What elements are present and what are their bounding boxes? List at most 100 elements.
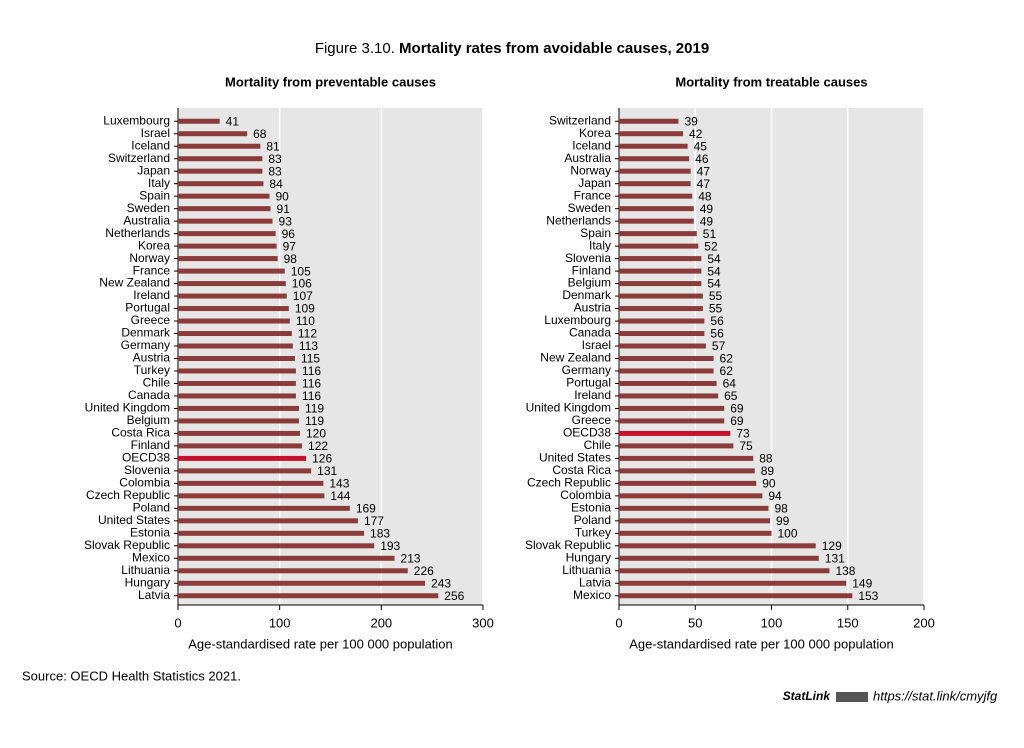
value-label: 129 [822, 539, 842, 553]
y-tick-label: Denmark [121, 326, 171, 340]
value-label: 65 [724, 389, 738, 403]
bar [619, 480, 757, 486]
y-tick-label: New Zealand [99, 276, 170, 290]
figure-label: Figure 3.10. [315, 40, 395, 57]
bar [619, 306, 703, 312]
y-tick-label: Turkey [134, 363, 170, 377]
bar [178, 593, 439, 599]
y-tick-label: Spain [139, 188, 170, 202]
bar [619, 143, 688, 149]
value-label: 93 [279, 214, 293, 228]
bar [178, 131, 248, 137]
bar [619, 243, 699, 249]
bar [178, 318, 290, 324]
value-label: 62 [720, 352, 734, 366]
bar [619, 206, 694, 212]
value-label: 69 [730, 414, 744, 428]
y-tick-label: Canada [128, 388, 170, 402]
y-tick-label: Israel [141, 126, 170, 140]
y-tick-label: Belgium [127, 413, 170, 427]
y-tick-label: New Zealand [540, 351, 611, 365]
x-tick-label: 100 [761, 615, 783, 630]
bar [178, 118, 220, 124]
bar [178, 168, 263, 174]
chart-title: Mortality from treatable causes [675, 74, 867, 89]
bar [619, 293, 703, 299]
value-label: 115 [301, 352, 320, 366]
bar [619, 318, 705, 324]
y-tick-label: Germany [562, 363, 611, 377]
value-label: 243 [431, 576, 451, 590]
bar [178, 455, 307, 461]
y-tick-label: Norway [570, 163, 611, 177]
value-label: 112 [298, 327, 317, 341]
value-label: 97 [283, 239, 297, 253]
value-label: 177 [364, 514, 384, 528]
y-tick-label: Korea [579, 126, 611, 140]
bar [178, 268, 285, 274]
value-label: 169 [356, 502, 376, 516]
x-axis-label: Age-standardised rate per 100 000 popula… [188, 636, 453, 651]
bar [619, 393, 719, 399]
bar [178, 281, 286, 287]
x-tick-label: 100 [269, 615, 291, 630]
value-label: 83 [268, 152, 282, 166]
value-label: 138 [835, 564, 855, 578]
bar [619, 555, 819, 561]
y-tick-label: Austria [574, 301, 612, 315]
bar [619, 231, 697, 237]
y-tick-label: Lithuania [121, 563, 170, 577]
value-label: 49 [700, 202, 714, 216]
statlink-icon [836, 692, 868, 702]
y-tick-label: Korea [138, 238, 170, 252]
y-tick-label: Estonia [130, 525, 170, 539]
value-label: 55 [709, 302, 723, 316]
y-tick-label: Latvia [579, 575, 611, 589]
bar [619, 181, 691, 187]
bar [178, 231, 276, 237]
y-tick-label: Switzerland [549, 113, 611, 127]
bar [178, 293, 287, 299]
y-tick-label: Sweden [568, 201, 611, 215]
bar [178, 505, 350, 511]
bar [178, 181, 264, 187]
bar [178, 418, 299, 424]
y-tick-label: Chile [143, 376, 171, 390]
value-label: 51 [703, 227, 717, 241]
bar [178, 430, 300, 436]
value-label: 90 [762, 477, 776, 491]
value-label: 84 [269, 177, 283, 191]
bar [619, 156, 690, 162]
value-label: 54 [707, 264, 721, 278]
y-tick-label: Czech Republic [86, 488, 170, 502]
bar [178, 156, 263, 162]
y-tick-label: United States [539, 451, 611, 465]
value-label: 54 [707, 252, 721, 266]
value-label: 47 [697, 164, 711, 178]
y-tick-label: Iceland [572, 138, 611, 152]
bar [619, 593, 853, 599]
value-label: 68 [253, 127, 267, 141]
bar [178, 468, 312, 474]
figure-heading: Figure 3.10. Mortality rates from avoida… [315, 40, 709, 57]
y-tick-label: United Kingdom [85, 401, 170, 415]
y-tick-label: Costa Rica [111, 426, 170, 440]
x-tick-label: 50 [688, 615, 702, 630]
y-tick-label: Portugal [566, 376, 611, 390]
value-label: 52 [704, 239, 718, 253]
value-label: 46 [695, 152, 709, 166]
figure-title: Mortality rates from avoidable causes, 2… [399, 40, 709, 57]
value-label: 110 [296, 314, 315, 328]
y-tick-label: Norway [129, 251, 170, 265]
y-tick-label: Finland [572, 263, 611, 277]
bar [619, 268, 702, 274]
value-label: 69 [730, 402, 744, 416]
y-tick-label: Greece [572, 413, 612, 427]
y-tick-label: Estonia [571, 501, 611, 515]
bar [178, 243, 277, 249]
bar [178, 480, 324, 486]
bar [178, 343, 293, 349]
y-tick-label: Hungary [566, 550, 611, 564]
statlink-url[interactable]: https://stat.link/cmyjfg [873, 688, 998, 703]
y-tick-label: Czech Republic [527, 476, 611, 490]
